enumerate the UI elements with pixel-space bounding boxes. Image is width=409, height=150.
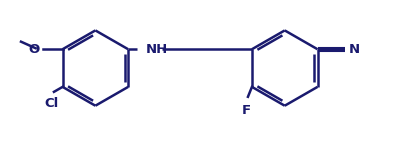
- Text: N: N: [348, 43, 359, 56]
- Text: F: F: [241, 104, 250, 117]
- Text: Cl: Cl: [45, 97, 59, 110]
- Text: NH: NH: [146, 43, 168, 56]
- Text: O: O: [28, 43, 40, 56]
